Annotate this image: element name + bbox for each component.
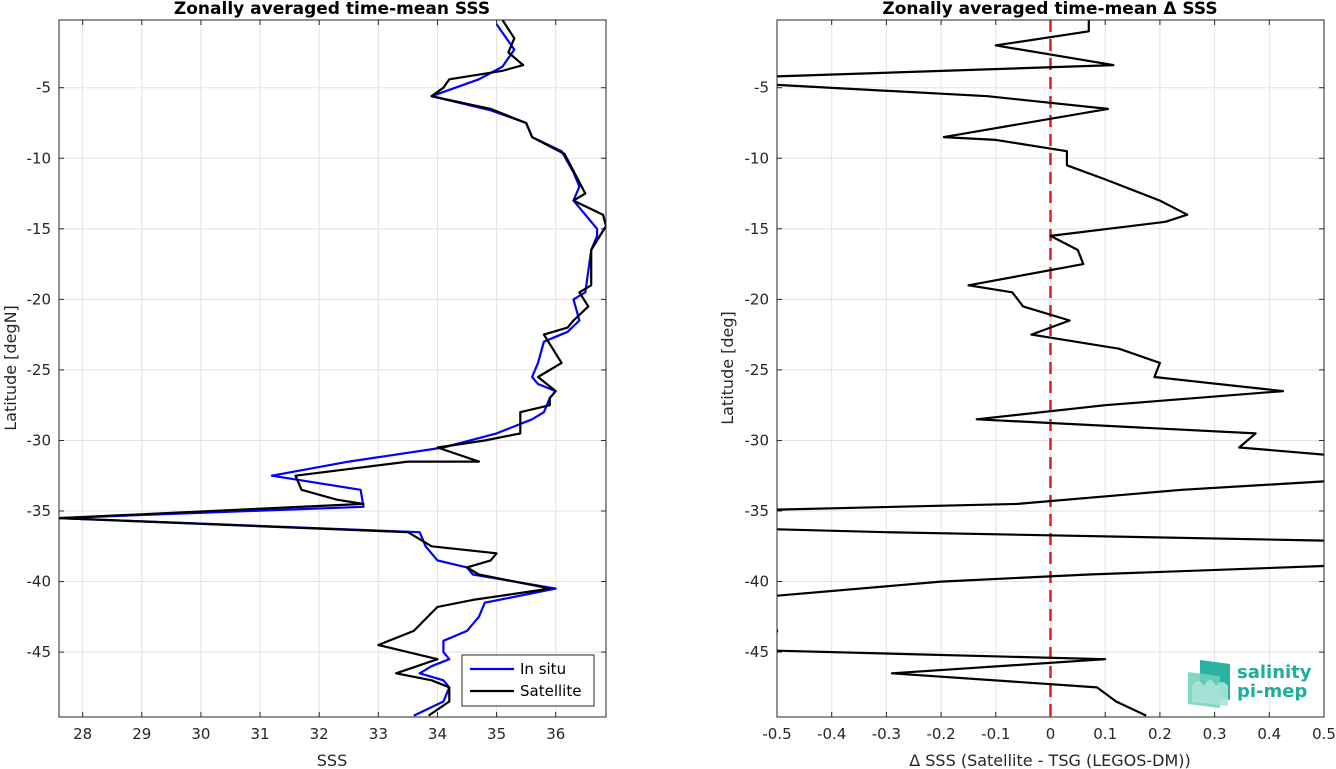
sss-y-axis-label: Latitude [degN] bbox=[1, 305, 20, 431]
delta-sss-x-tick-label: 0.5 bbox=[1312, 725, 1336, 743]
sss-panel: 28 29 30 31 32 33 34 35 36 -5 -10 -15 -20 -25 -30 -35 -4… bbox=[1, 0, 607, 769]
delta-sss-y-tick-label: -30 bbox=[745, 431, 770, 449]
sss-x-tick-label: 31 bbox=[251, 725, 270, 743]
delta-sss-series-segment-7 bbox=[777, 649, 1147, 717]
delta-sss-y-tick-label: -35 bbox=[745, 502, 770, 520]
delta-sss-y-tick-label: -40 bbox=[745, 573, 770, 591]
delta-sss-series-group bbox=[777, 20, 1324, 717]
sss-y-tick-label: -5 bbox=[36, 79, 51, 97]
sss-series-satellite bbox=[59, 20, 606, 717]
delta-sss-x-tick-label: -0.2 bbox=[926, 725, 955, 743]
sss-y-tick-label: -45 bbox=[27, 643, 52, 661]
delta-sss-tick-labels: -0.5 -0.4 -0.3 -0.2 -0.1 0 0.1 0.2 0.3 0.4 0.5 -5 -1… bbox=[745, 79, 1336, 743]
delta-sss-y-tick-label: -15 bbox=[745, 220, 770, 238]
delta-sss-x-tick-label: -0.4 bbox=[817, 725, 846, 743]
sss-y-tick-label: -25 bbox=[27, 361, 52, 379]
sss-x-tick-label: 33 bbox=[369, 725, 388, 743]
delta-sss-chart-title: Zonally averaged time-mean Δ SSS bbox=[882, 0, 1217, 19]
delta-sss-x-tick-label: 0 bbox=[1046, 725, 1056, 743]
delta-sss-series-segment-2 bbox=[777, 83, 1324, 456]
delta-sss-x-tick-label: 0.4 bbox=[1257, 725, 1281, 743]
sss-x-tick-label: 29 bbox=[132, 725, 151, 743]
delta-sss-axes-box bbox=[776, 19, 1325, 718]
legend-box bbox=[461, 654, 595, 707]
sss-x-tick-label: 35 bbox=[487, 725, 506, 743]
logo-text-salinity: salinity bbox=[1237, 662, 1312, 683]
sss-x-tick-label: 32 bbox=[310, 725, 329, 743]
logo-mark-icon bbox=[1188, 660, 1230, 708]
sss-series-group bbox=[59, 20, 606, 717]
sss-axes-box bbox=[58, 19, 607, 718]
sss-y-tick-label: -30 bbox=[27, 431, 52, 449]
delta-sss-x-tick-label: 0.3 bbox=[1203, 725, 1227, 743]
salinity-pi-mep-logo: salinity pi-mep bbox=[1188, 660, 1312, 708]
delta-sss-x-tick-label: -0.1 bbox=[981, 725, 1010, 743]
sss-y-tick-label: -20 bbox=[27, 290, 52, 308]
sss-y-tick-label: -35 bbox=[27, 502, 52, 520]
sss-legend: In situ Satellite bbox=[461, 654, 595, 707]
sss-chart-title: Zonally averaged time-mean SSS bbox=[174, 0, 490, 19]
delta-sss-x-tick-label: 0.1 bbox=[1093, 725, 1117, 743]
logo-text-pi-mep: pi-mep bbox=[1237, 681, 1307, 702]
sss-x-tick-label: 30 bbox=[191, 725, 210, 743]
delta-sss-panel: -0.5 -0.4 -0.3 -0.2 -0.1 0 0.1 0.2 0.3 0.4 0.5 -5 -1… bbox=[718, 0, 1336, 769]
delta-sss-y-tick-label: -5 bbox=[754, 79, 769, 97]
delta-sss-x-tick-label: 0.2 bbox=[1148, 725, 1172, 743]
sss-x-axis-label: SSS bbox=[317, 751, 347, 769]
delta-sss-series-segment-4 bbox=[777, 528, 1324, 542]
delta-sss-y-tick-label: -20 bbox=[745, 290, 770, 308]
delta-sss-x-tick-label: -0.5 bbox=[762, 725, 791, 743]
legend-label-in-situ: In situ bbox=[520, 660, 566, 678]
sss-y-tick-label: -40 bbox=[27, 573, 52, 591]
sss-tick-labels: 28 29 30 31 32 33 34 35 36 -5 -10 -15 -20 -25 -30 -35 -4… bbox=[27, 79, 566, 743]
delta-sss-series-segment-3 bbox=[777, 480, 1324, 511]
delta-sss-x-axis-label: Δ SSS (Satellite - TSG (LEGOS-DM)) bbox=[909, 751, 1191, 769]
delta-sss-series-segment-5 bbox=[777, 564, 1324, 597]
sss-x-tick-label: 36 bbox=[546, 725, 565, 743]
delta-sss-y-tick-label: -10 bbox=[745, 149, 770, 167]
delta-sss-y-tick-label: -25 bbox=[745, 361, 770, 379]
delta-sss-x-tick-label: -0.3 bbox=[872, 725, 901, 743]
legend-label-satellite: Satellite bbox=[520, 682, 581, 700]
sss-x-tick-label: 28 bbox=[73, 725, 92, 743]
delta-sss-y-tick-label: -45 bbox=[745, 643, 770, 661]
sss-x-tick-label: 34 bbox=[428, 725, 447, 743]
delta-sss-y-axis-label: Latitude [deg] bbox=[718, 311, 737, 425]
sss-y-tick-label: -15 bbox=[27, 220, 52, 238]
sss-y-tick-label: -10 bbox=[27, 149, 52, 167]
delta-sss-series-segment-1 bbox=[777, 20, 1115, 78]
